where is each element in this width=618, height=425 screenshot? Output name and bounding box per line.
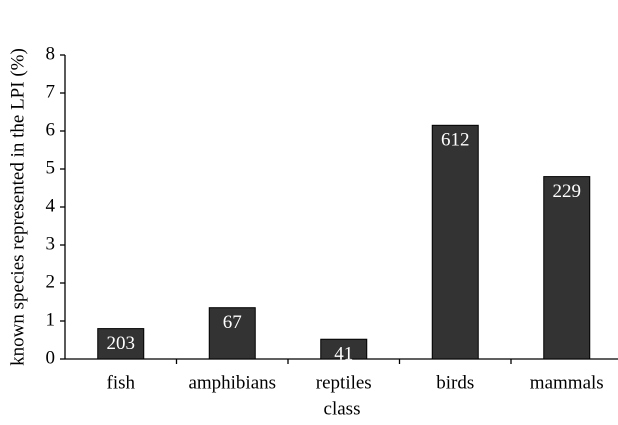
y-tick-label: 3 bbox=[46, 233, 56, 254]
y-tick-label: 1 bbox=[46, 309, 56, 330]
x-axis-label: class bbox=[324, 398, 361, 419]
bar bbox=[97, 328, 145, 360]
y-tick-label: 2 bbox=[46, 271, 56, 292]
bar-annotation: 612 bbox=[441, 130, 470, 151]
bar-annotation: 203 bbox=[107, 333, 136, 354]
y-tick-label: 7 bbox=[46, 81, 56, 102]
x-tick-label: amphibians bbox=[188, 372, 276, 393]
x-tick-label: reptiles bbox=[316, 372, 372, 393]
bar-annotation: 229 bbox=[553, 181, 582, 202]
y-tick-label: 5 bbox=[46, 157, 56, 178]
y-tick-label: 8 bbox=[46, 43, 56, 64]
y-tick-label: 0 bbox=[46, 347, 56, 368]
bar bbox=[431, 124, 479, 360]
bar bbox=[543, 176, 591, 360]
bar bbox=[208, 307, 256, 360]
bar-annotation: 41 bbox=[334, 344, 353, 365]
bar bbox=[320, 338, 368, 360]
y-tick-label: 6 bbox=[46, 119, 56, 140]
y-tick-label: 4 bbox=[46, 195, 56, 216]
x-tick-label: fish bbox=[107, 372, 136, 393]
bar-annotation: 67 bbox=[223, 312, 242, 333]
x-tick-label: mammals bbox=[530, 372, 604, 393]
y-axis-label: known species represented in the LPI (%) bbox=[7, 48, 28, 366]
x-tick-label: birds bbox=[436, 372, 474, 393]
